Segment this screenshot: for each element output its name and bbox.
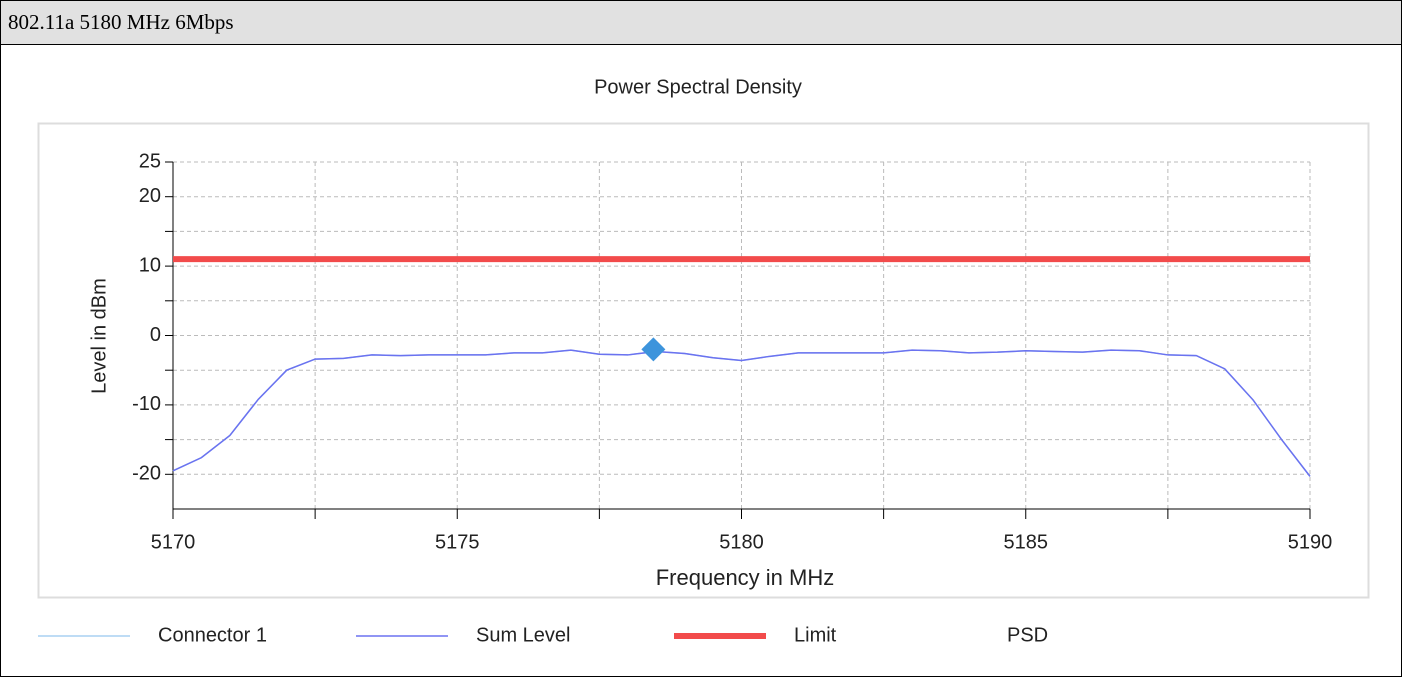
x-tick-label: 5170 <box>151 531 196 553</box>
header-bar <box>0 0 1402 45</box>
header-title: 802.11a 5180 MHz 6Mbps <box>8 10 234 34</box>
x-tick-label: 5175 <box>435 531 480 553</box>
legend-label: PSD <box>1007 624 1048 646</box>
x-tick-label: 5185 <box>1004 531 1049 553</box>
y-tick-label: -20 <box>132 463 161 485</box>
legend-label: Connector 1 <box>158 624 267 646</box>
y-tick-label: 10 <box>139 254 161 276</box>
series-line <box>172 349 1311 477</box>
plot-panel <box>37 122 1370 599</box>
chart-title: Power Spectral Density <box>594 76 802 98</box>
y-tick-label: 25 <box>139 150 161 172</box>
y-tick-label: 0 <box>150 324 161 346</box>
y-tick-label: -10 <box>132 393 161 415</box>
y-tick-label: 20 <box>139 185 161 207</box>
y-axis-label: Level in dBm <box>88 278 110 394</box>
legend-label: Sum Level <box>476 624 571 646</box>
x-axis-label: Frequency in MHz <box>656 565 835 590</box>
x-tick-label: 5180 <box>719 531 764 553</box>
psd-point <box>641 337 666 362</box>
x-tick-label: 5190 <box>1288 531 1333 553</box>
legend-label: Limit <box>794 624 837 646</box>
